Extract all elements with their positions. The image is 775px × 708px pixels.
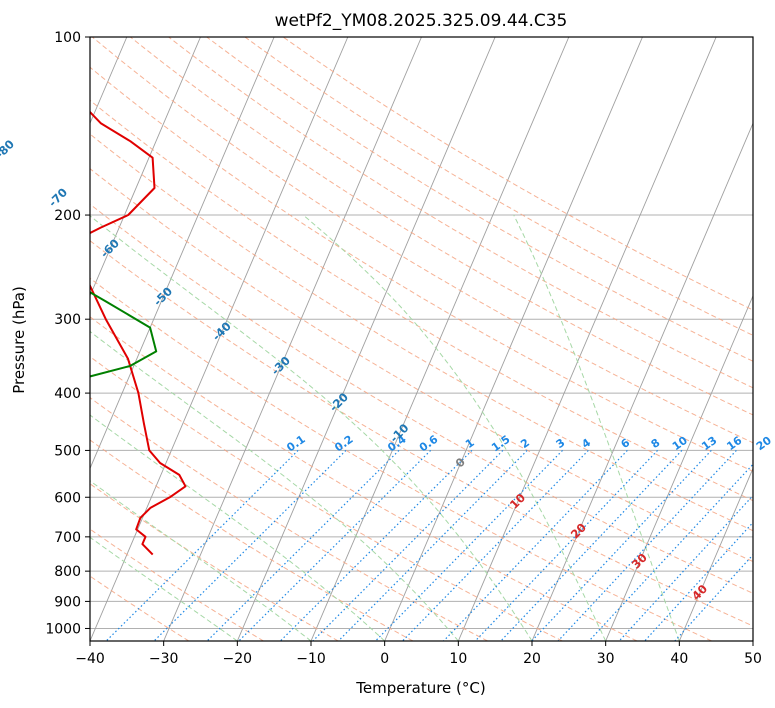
x-axis-label: Temperature (°C) — [355, 679, 485, 697]
mixing-ratio-label: 20 — [754, 434, 774, 454]
plot-area — [90, 37, 753, 641]
x-tick-label: 40 — [670, 651, 688, 667]
mixing-ratio-line — [588, 463, 753, 641]
mixing-ratio-line — [153, 449, 347, 641]
dry-adiabat-line — [90, 203, 753, 594]
plot-frame — [89, 36, 754, 642]
y-tick-label: 1000 — [45, 621, 81, 637]
axes: −40 −30 −20 −10 0 10 20 30 40 50 100 200 300 400 500 60… — [45, 30, 762, 667]
dry-adiabat-line — [90, 99, 753, 502]
isotherm-line — [605, 294, 753, 641]
mixing-ratio-line — [206, 449, 400, 641]
dry-adiabat-line — [90, 528, 264, 641]
isotherm-line — [236, 37, 496, 641]
mixing-ratio-line — [312, 449, 504, 641]
dry-adiabat-line — [206, 37, 753, 362]
temperature-line — [90, 110, 187, 556]
x-tick-label: −30 — [149, 651, 179, 667]
dry-adiabat-line — [90, 168, 753, 563]
isobar-gridlines — [90, 37, 753, 629]
y-axis-label: Pressure (hPa) — [10, 286, 28, 394]
y-tick-label: 300 — [54, 312, 81, 328]
moist-adiabat-line — [90, 215, 533, 641]
isotherm-label: -70 — [46, 185, 71, 210]
x-tick-label: 30 — [597, 651, 615, 667]
y-tick-label: 800 — [54, 564, 81, 580]
y-tick-label: 100 — [54, 30, 81, 46]
y-tick-label: 600 — [54, 490, 81, 506]
dry-adiabat-line — [90, 439, 414, 641]
mixing-ratio-lines — [105, 449, 753, 641]
moist-adiabat-line — [513, 214, 680, 641]
dewpoint-line — [90, 291, 158, 378]
dry-adiabat-line — [90, 66, 753, 472]
isotherm-line — [531, 122, 753, 641]
chart-title: wetPf2_YM08.2025.325.09.44.C35 — [275, 11, 568, 31]
moist-adiabat-line — [302, 214, 607, 641]
y-tick-label: 700 — [54, 530, 81, 546]
mixing-ratio-line — [279, 449, 473, 641]
isotherm-line — [90, 37, 275, 470]
dry-adiabat-line — [90, 483, 339, 641]
mixing-ratio-line — [644, 521, 753, 641]
mixing-ratio-line — [105, 449, 299, 641]
dry-adiabat-line — [90, 133, 753, 532]
dry-adiabat-line — [168, 37, 753, 389]
moist-adiabat-line — [90, 330, 459, 641]
isotherm-line — [90, 37, 349, 641]
mixing-ratio-line — [238, 449, 432, 641]
x-tick-label: −20 — [223, 651, 253, 667]
x-tick-label: 20 — [523, 651, 541, 667]
y-tick-label: 500 — [54, 443, 81, 459]
mixing-ratio-line — [402, 449, 589, 641]
dry-adiabat-line — [90, 356, 563, 641]
dry-adiabat-line — [244, 37, 753, 336]
dry-adiabat-line — [90, 316, 638, 641]
isotherm-line — [752, 639, 753, 641]
dry-adiabats — [90, 37, 753, 641]
isotherm-line — [678, 467, 753, 641]
mixing-ratio-line — [443, 450, 628, 641]
y-tick-label: 200 — [54, 208, 81, 224]
isotherm-line — [163, 37, 422, 641]
isotherm-line — [384, 37, 643, 641]
dry-adiabat-line — [90, 240, 753, 627]
x-tick-label: −10 — [296, 651, 326, 667]
moist-adiabat-line — [90, 536, 238, 641]
x-tick-label: 0 — [380, 651, 389, 667]
moist-adiabat-line — [90, 414, 386, 641]
profile-lines — [90, 110, 187, 556]
x-tick-label: 10 — [449, 651, 467, 667]
moist-adiabats — [90, 214, 680, 641]
x-tick-label: 50 — [744, 651, 762, 667]
isotherm-line — [90, 37, 201, 298]
mixing-ratio-line — [337, 449, 528, 641]
y-tick-label: 400 — [54, 386, 81, 402]
dry-adiabat-line — [90, 397, 488, 641]
moist-adiabat-line — [90, 480, 312, 641]
y-tick-label: 900 — [54, 594, 81, 610]
x-tick-label: −40 — [75, 651, 105, 667]
mixing-ratio-line — [375, 449, 563, 641]
dry-adiabat-line — [90, 277, 712, 641]
isotherm-label: -80 — [0, 137, 17, 162]
plot-background — [90, 37, 753, 641]
dry-adiabat-line — [130, 37, 753, 416]
